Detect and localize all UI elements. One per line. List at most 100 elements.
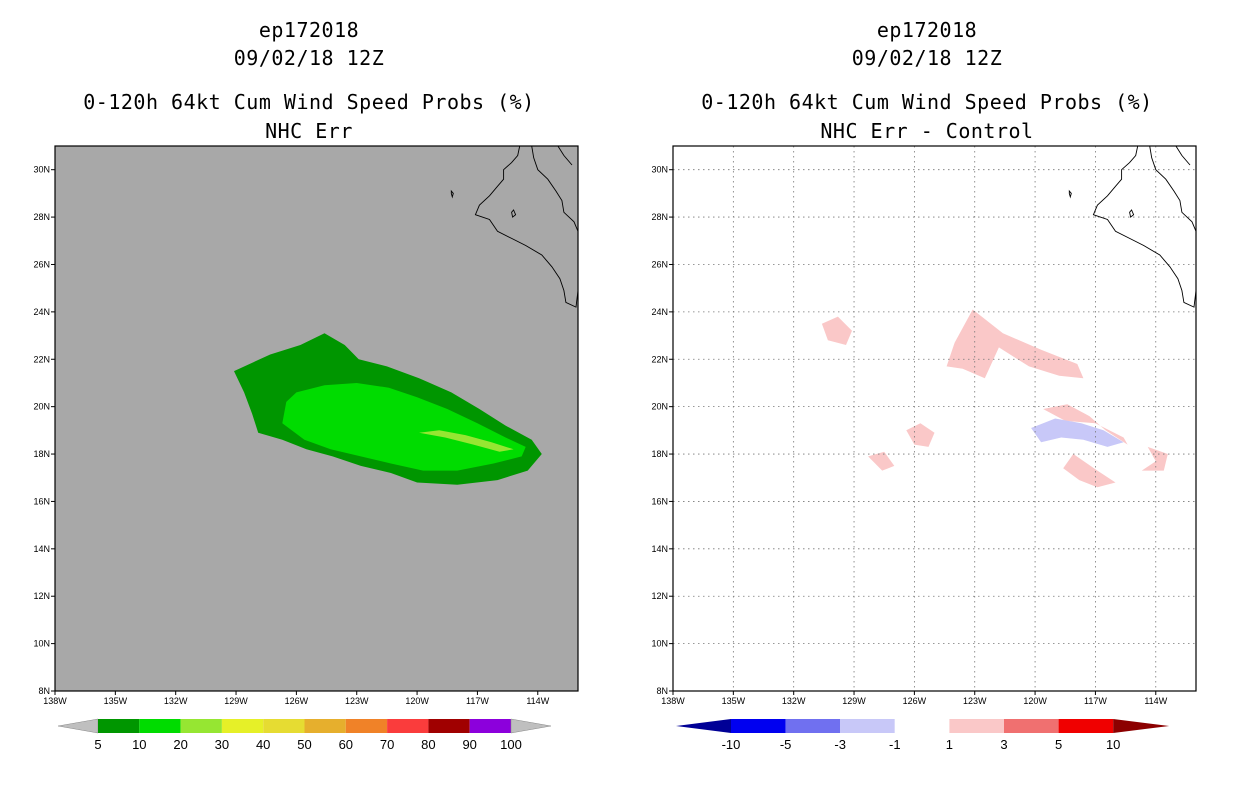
- left-map-panel: ep172018 09/02/18 12Z 0-120h 64kt Cum Wi…: [33, 18, 579, 752]
- colorbar-label: 40: [256, 737, 270, 752]
- colorbar-swatch: [894, 719, 950, 733]
- contour-region-1-4: [1063, 454, 1116, 488]
- lat-tick-label: 30N: [651, 165, 668, 175]
- colorbar-label: -3: [834, 737, 846, 752]
- colorbar-label: 5: [94, 737, 101, 752]
- colorbar-swatch: [840, 719, 895, 733]
- coastline-segment: [531, 145, 579, 232]
- colorbar-label: 70: [380, 737, 394, 752]
- colorbar-swatch: [1058, 719, 1114, 733]
- lon-tick-label: 129W: [224, 696, 248, 706]
- colorbar-swatch: [949, 719, 1004, 733]
- forecast-time-title: 09/02/18 12Z: [233, 46, 385, 70]
- colorbar: 5 10 20 30 40 50 60 70 80 90 100: [57, 718, 552, 752]
- lon-tick-label: 126W: [285, 696, 309, 706]
- lon-tick-label: 135W: [104, 696, 128, 706]
- colorbar-swatch: [1004, 719, 1059, 733]
- coastline-segment: [1175, 145, 1191, 166]
- colorbar-label: 100: [500, 737, 522, 752]
- colorbar-label: 80: [421, 737, 435, 752]
- lat-tick-label: 18N: [33, 449, 50, 459]
- contour-region-1-6: [868, 451, 895, 471]
- right-map-panel: ep172018 09/02/18 12Z 0-120h 64kt Cum Wi…: [618, 0, 1236, 800]
- colorbar-label: -1: [889, 737, 901, 752]
- colorbar-label: 5: [1055, 737, 1062, 752]
- forecast-time-title: 09/02/18 12Z: [851, 46, 1003, 70]
- lat-tick-label: 24N: [33, 307, 50, 317]
- island: [1068, 189, 1072, 199]
- lon-tick-label: 132W: [164, 696, 188, 706]
- colorbar-label: 3: [1000, 737, 1007, 752]
- lat-tick-label: 18N: [651, 449, 668, 459]
- contour-region-1-3: [1043, 404, 1128, 445]
- lon-tick-label: 123W: [963, 696, 987, 706]
- lon-tick-label: 114W: [526, 696, 549, 706]
- island: [511, 209, 517, 218]
- colorbar-swatch: [785, 719, 841, 733]
- colorbar-label: -5: [780, 737, 792, 752]
- colorbar-label: 90: [462, 737, 476, 752]
- colorbar-swatch: [731, 719, 786, 733]
- coastline: [1068, 145, 1197, 308]
- coastline-segment: [557, 145, 573, 166]
- experiment-title: NHC Err - Control: [820, 119, 1034, 143]
- contour-region-1-5: [1141, 446, 1168, 471]
- colorbar-swatch: [180, 719, 222, 733]
- colorbar-label: 60: [339, 737, 353, 752]
- colorbar-end-low: [57, 718, 99, 734]
- lon-tick-label: 114W: [1144, 696, 1167, 706]
- coastline-segment: [1092, 145, 1197, 308]
- lon-tick-label: 120W: [405, 696, 429, 706]
- contour-region-10-1: [282, 383, 526, 471]
- lat-tick-label: 14N: [651, 544, 668, 554]
- colorbar-label: 30: [215, 737, 229, 752]
- colorbar-label: 50: [297, 737, 311, 752]
- lat-tick-label: 10N: [33, 639, 50, 649]
- lon-tick-label: 138W: [661, 696, 685, 706]
- lon-tick-label: 132W: [782, 696, 806, 706]
- contour-region-1-1: [946, 309, 1084, 379]
- colorbar-label: 1: [946, 737, 953, 752]
- lon-tick-label: 117W: [466, 696, 489, 706]
- probability-field: [234, 333, 542, 485]
- lat-tick-label: 26N: [651, 259, 668, 269]
- colorbar-swatch: [263, 719, 305, 733]
- colorbar-end-high: [510, 718, 552, 734]
- colorbar-label: 10: [1106, 737, 1120, 752]
- lon-tick-label: 135W: [722, 696, 746, 706]
- lat-tick-label: 28N: [651, 212, 668, 222]
- lon-tick-label: 129W: [842, 696, 866, 706]
- island: [450, 189, 454, 199]
- lat-tick-label: 16N: [33, 496, 50, 506]
- contour-region--1-7: [1031, 418, 1124, 447]
- right-map-figure: 138W 135W 132W 129W 126W 123W 120W 117W 114W 8N 10…: [651, 145, 1197, 752]
- experiment-title: NHC Err: [265, 119, 353, 143]
- probability-field: [821, 309, 1168, 488]
- colorbar-swatch: [98, 719, 140, 733]
- coastline-segment: [474, 145, 579, 308]
- island: [1129, 209, 1135, 218]
- lat-tick-label: 10N: [651, 639, 668, 649]
- lon-tick-label: 123W: [345, 696, 369, 706]
- lat-tick-label: 16N: [651, 496, 668, 506]
- contour-region-20-2: [419, 430, 514, 452]
- lat-tick-label: 24N: [651, 307, 668, 317]
- lat-tick-label: 26N: [33, 259, 50, 269]
- lat-tick-label: 12N: [33, 591, 50, 601]
- colorbar-label: -10: [722, 737, 741, 752]
- lat-tick-label: 22N: [33, 354, 50, 364]
- left-map-figure: 138W 135W 132W 129W 126W 123W 120W 117W 114W 8N 10…: [33, 145, 579, 752]
- lat-tick-label: 20N: [651, 402, 668, 412]
- lon-tick-label: 117W: [1084, 696, 1107, 706]
- colorbar-swatch: [387, 719, 429, 733]
- lat-tick-label: 12N: [651, 591, 668, 601]
- lon-tick-label: 126W: [903, 696, 927, 706]
- axis-ticks: 138W 135W 132W 129W 126W 123W 120W 117W 114W 8N 10…: [33, 165, 549, 706]
- map-frame: [54, 145, 579, 692]
- colorbar-end-high: [1113, 719, 1170, 733]
- colorbar-swatch: [139, 719, 181, 733]
- lat-tick-label: 28N: [33, 212, 50, 222]
- colorbar-swatch: [469, 719, 511, 733]
- colorbar-swatch: [345, 719, 388, 733]
- contour-region-1-0: [821, 316, 852, 345]
